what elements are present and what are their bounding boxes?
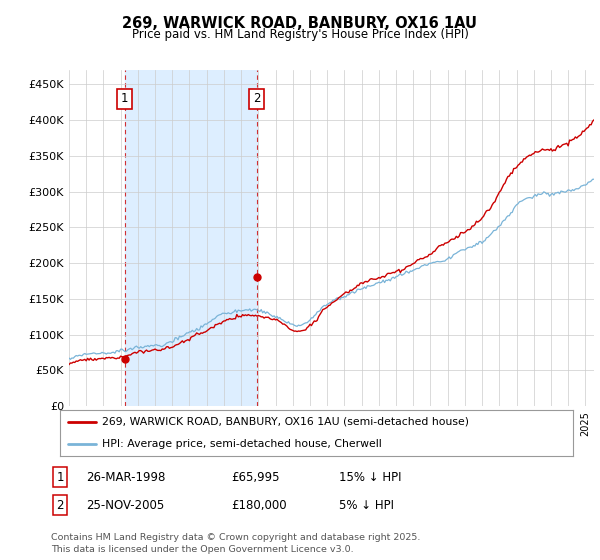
- Text: Contains HM Land Registry data © Crown copyright and database right 2025.
This d: Contains HM Land Registry data © Crown c…: [51, 533, 421, 554]
- Text: 26-MAR-1998: 26-MAR-1998: [86, 470, 165, 484]
- Text: £180,000: £180,000: [231, 498, 287, 512]
- Text: 25-NOV-2005: 25-NOV-2005: [86, 498, 164, 512]
- Text: 1: 1: [121, 92, 128, 105]
- Text: 1: 1: [56, 470, 64, 484]
- Bar: [125, 70, 257, 406]
- Text: 269, WARWICK ROAD, BANBURY, OX16 1AU: 269, WARWICK ROAD, BANBURY, OX16 1AU: [122, 16, 478, 31]
- Text: 15% ↓ HPI: 15% ↓ HPI: [339, 470, 401, 484]
- Text: Price paid vs. HM Land Registry's House Price Index (HPI): Price paid vs. HM Land Registry's House …: [131, 28, 469, 41]
- Text: 5% ↓ HPI: 5% ↓ HPI: [339, 498, 394, 512]
- Text: 2: 2: [56, 498, 64, 512]
- Text: 2: 2: [253, 92, 260, 105]
- Text: 269, WARWICK ROAD, BANBURY, OX16 1AU (semi-detached house): 269, WARWICK ROAD, BANBURY, OX16 1AU (se…: [102, 417, 469, 427]
- Text: £65,995: £65,995: [231, 470, 280, 484]
- Text: HPI: Average price, semi-detached house, Cherwell: HPI: Average price, semi-detached house,…: [102, 438, 382, 449]
